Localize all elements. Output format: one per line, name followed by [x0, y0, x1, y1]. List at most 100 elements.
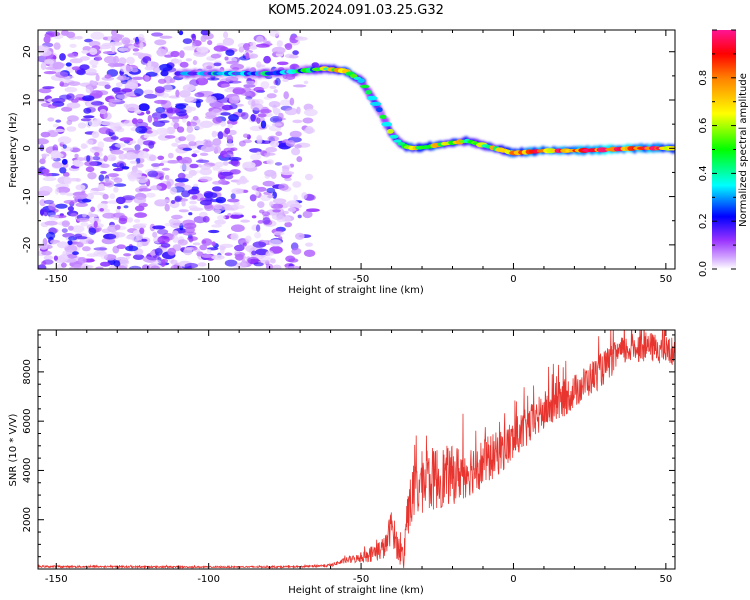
noise-blob	[266, 159, 274, 165]
noise-blob	[55, 153, 64, 158]
x-tick-label: -150	[45, 574, 68, 585]
noise-blob	[131, 68, 139, 73]
noise-blob	[178, 30, 184, 36]
snr-frame	[37, 329, 676, 570]
noise-blob	[145, 130, 153, 134]
noise-blob	[84, 38, 93, 43]
noise-blob	[189, 200, 197, 205]
noise-blob	[275, 131, 283, 137]
noise-blob	[164, 222, 172, 227]
noise-blob	[170, 264, 182, 269]
noise-blob	[303, 249, 316, 257]
noise-blob	[188, 141, 197, 147]
signal-core	[174, 66, 675, 156]
noise-blob	[242, 161, 256, 169]
noise-blob	[271, 213, 284, 221]
noise-blob	[44, 59, 55, 65]
noise-blob	[202, 216, 210, 223]
noise-blob	[138, 103, 150, 112]
noise-blob	[179, 50, 185, 59]
noise-blob	[175, 103, 189, 107]
noise-blob	[104, 74, 112, 79]
noise-blob	[44, 220, 58, 226]
noise-blob	[81, 190, 86, 194]
noise-blob	[83, 107, 92, 114]
noise-blob	[62, 144, 67, 149]
trace-core	[365, 90, 372, 95]
noise-blob	[230, 193, 236, 200]
noise-blob	[199, 176, 213, 182]
noise-blob	[170, 259, 178, 265]
noise-blob	[145, 110, 151, 115]
noise-blob	[88, 240, 94, 245]
noise-blob	[151, 32, 164, 37]
noise-blob	[125, 245, 139, 252]
noise-blob	[211, 254, 225, 260]
noise-blob	[231, 212, 243, 216]
noise-blob	[113, 90, 127, 95]
noise-blob	[200, 199, 212, 206]
noise-blob	[174, 182, 186, 187]
noise-blob	[55, 203, 68, 209]
noise-blob	[39, 186, 53, 194]
noise-blob	[230, 233, 239, 241]
noise-blob	[181, 156, 193, 165]
noise-blob	[159, 120, 170, 124]
noise-blob	[136, 241, 143, 248]
trace-core	[389, 134, 399, 139]
noise-blob	[83, 115, 95, 119]
noise-blob	[157, 235, 170, 244]
noise-blob	[138, 188, 152, 192]
snr-ticks: -150 -100 -50 0 50 2000 4000 6000 8000	[22, 330, 675, 585]
noise-blob	[160, 243, 171, 248]
noise-blob	[53, 255, 59, 261]
noise-blob	[91, 131, 100, 139]
noise-blob	[284, 107, 298, 116]
noise-blob	[278, 183, 289, 191]
noise-blob	[291, 147, 301, 156]
noise-blob	[79, 64, 90, 71]
noise-blob	[150, 265, 160, 269]
noise-blob	[289, 97, 295, 106]
noise-blob	[224, 127, 231, 135]
noise-blob	[98, 44, 112, 50]
noise-blob	[210, 53, 222, 59]
noise-blob	[231, 96, 241, 101]
noise-blob	[90, 206, 96, 213]
noise-blob	[91, 191, 104, 196]
noise-blob	[97, 141, 105, 149]
noise-blob	[156, 127, 169, 136]
noise-blob	[118, 217, 128, 225]
noise-blob	[133, 219, 141, 223]
noise-blob	[150, 185, 162, 191]
noise-blob	[183, 222, 197, 230]
noise-blob	[94, 54, 102, 62]
noise-blob	[207, 40, 213, 46]
noise-blob	[66, 253, 78, 259]
noise-blob	[43, 208, 48, 217]
noise-blob	[269, 85, 277, 89]
noise-blob	[123, 253, 132, 257]
noise-blob	[121, 37, 131, 45]
noise-blob	[100, 261, 111, 267]
noise-blob	[217, 131, 224, 140]
noise-blob	[217, 215, 226, 221]
noise-blob	[186, 106, 197, 112]
noise-blob	[243, 84, 256, 88]
noise-blob	[228, 156, 242, 161]
noise-blob	[155, 107, 166, 114]
noise-blob	[90, 31, 105, 40]
noise-blob	[272, 198, 287, 204]
noise-blob	[182, 231, 197, 236]
noise-blob	[61, 262, 67, 268]
noise-blob	[182, 117, 187, 123]
noise-blob	[72, 159, 81, 167]
noise-blob	[118, 47, 128, 52]
noise-blob	[103, 56, 117, 64]
noise-blob	[238, 46, 245, 53]
noise-blob	[235, 253, 244, 261]
noise-blob	[257, 113, 267, 118]
noise-blob	[40, 62, 47, 70]
noise-blob	[231, 224, 245, 232]
